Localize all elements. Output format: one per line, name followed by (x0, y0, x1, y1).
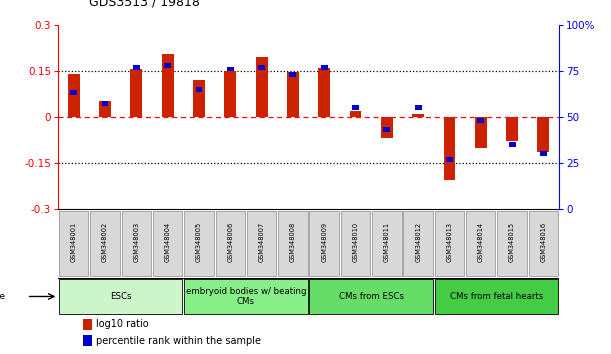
FancyBboxPatch shape (435, 279, 558, 314)
Text: CMs from fetal hearts: CMs from fetal hearts (450, 292, 543, 301)
Text: GSM348015: GSM348015 (509, 222, 515, 262)
FancyBboxPatch shape (90, 211, 120, 276)
Bar (446, 157, 453, 162)
Text: ESCs: ESCs (110, 292, 131, 301)
Bar (83, 335, 92, 346)
Text: GSM348002: GSM348002 (102, 222, 108, 262)
Bar (477, 118, 485, 123)
FancyBboxPatch shape (278, 211, 307, 276)
Bar (162, 54, 174, 117)
FancyBboxPatch shape (247, 211, 276, 276)
FancyBboxPatch shape (216, 211, 245, 276)
Bar (83, 319, 92, 330)
FancyBboxPatch shape (529, 211, 558, 276)
FancyBboxPatch shape (403, 211, 433, 276)
Text: GSM348012: GSM348012 (415, 222, 421, 262)
Text: GSM348010: GSM348010 (353, 222, 359, 262)
FancyBboxPatch shape (310, 211, 339, 276)
Bar (318, 68, 330, 117)
Text: embryoid bodies w/ beating
CMs: embryoid bodies w/ beating CMs (186, 287, 306, 306)
Bar (508, 142, 516, 147)
Bar (68, 74, 79, 117)
FancyBboxPatch shape (185, 211, 214, 276)
Bar (255, 57, 268, 117)
Bar (412, 114, 424, 117)
Text: log10 ratio: log10 ratio (95, 319, 148, 329)
FancyBboxPatch shape (435, 211, 464, 276)
Text: GSM348003: GSM348003 (133, 222, 139, 262)
Bar (352, 105, 359, 110)
Text: GSM348006: GSM348006 (227, 222, 233, 262)
Bar (290, 72, 296, 77)
FancyBboxPatch shape (466, 211, 496, 276)
Text: cell type: cell type (0, 292, 5, 301)
Text: GSM348004: GSM348004 (164, 222, 170, 262)
FancyBboxPatch shape (185, 279, 307, 314)
FancyBboxPatch shape (59, 211, 89, 276)
Text: GSM348005: GSM348005 (196, 222, 202, 262)
Bar (258, 65, 265, 70)
Bar (383, 127, 390, 132)
Bar (196, 87, 202, 92)
Bar (101, 102, 109, 107)
Bar (224, 71, 236, 117)
Bar (381, 117, 393, 138)
FancyBboxPatch shape (153, 211, 182, 276)
Bar (193, 80, 205, 117)
Bar (349, 111, 362, 117)
Bar (99, 102, 111, 117)
FancyBboxPatch shape (341, 211, 370, 276)
Bar (506, 117, 518, 141)
Bar (415, 105, 422, 110)
Text: GDS3513 / 19818: GDS3513 / 19818 (89, 0, 199, 9)
Text: GSM348008: GSM348008 (290, 222, 296, 262)
Bar (287, 72, 299, 117)
Bar (540, 151, 547, 156)
Text: GSM348014: GSM348014 (478, 222, 484, 262)
Text: CMs from ESCs: CMs from ESCs (338, 292, 404, 301)
FancyBboxPatch shape (372, 211, 401, 276)
Bar (538, 117, 549, 152)
Bar (133, 65, 140, 70)
FancyBboxPatch shape (497, 211, 527, 276)
FancyBboxPatch shape (122, 211, 151, 276)
Text: GSM348001: GSM348001 (71, 222, 77, 262)
Text: GSM348016: GSM348016 (540, 222, 546, 262)
Bar (130, 69, 142, 117)
Bar (444, 117, 455, 180)
Bar (70, 90, 77, 95)
Bar (227, 67, 234, 72)
Text: GSM348011: GSM348011 (384, 222, 390, 262)
FancyBboxPatch shape (310, 279, 433, 314)
Bar (475, 117, 487, 148)
Bar (164, 63, 171, 68)
Text: GSM348007: GSM348007 (258, 222, 265, 262)
Text: percentile rank within the sample: percentile rank within the sample (95, 336, 261, 346)
Text: GSM348013: GSM348013 (447, 222, 453, 262)
FancyBboxPatch shape (59, 279, 182, 314)
Bar (321, 65, 327, 70)
Text: GSM348009: GSM348009 (321, 222, 327, 262)
